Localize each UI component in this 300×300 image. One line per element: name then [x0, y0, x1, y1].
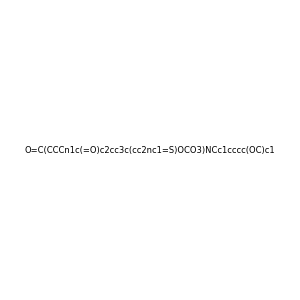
- Text: O=C(CCCn1c(=O)c2cc3c(cc2nc1=S)OCO3)NCc1cccc(OC)c1: O=C(CCCn1c(=O)c2cc3c(cc2nc1=S)OCO3)NCc1c…: [25, 146, 275, 154]
